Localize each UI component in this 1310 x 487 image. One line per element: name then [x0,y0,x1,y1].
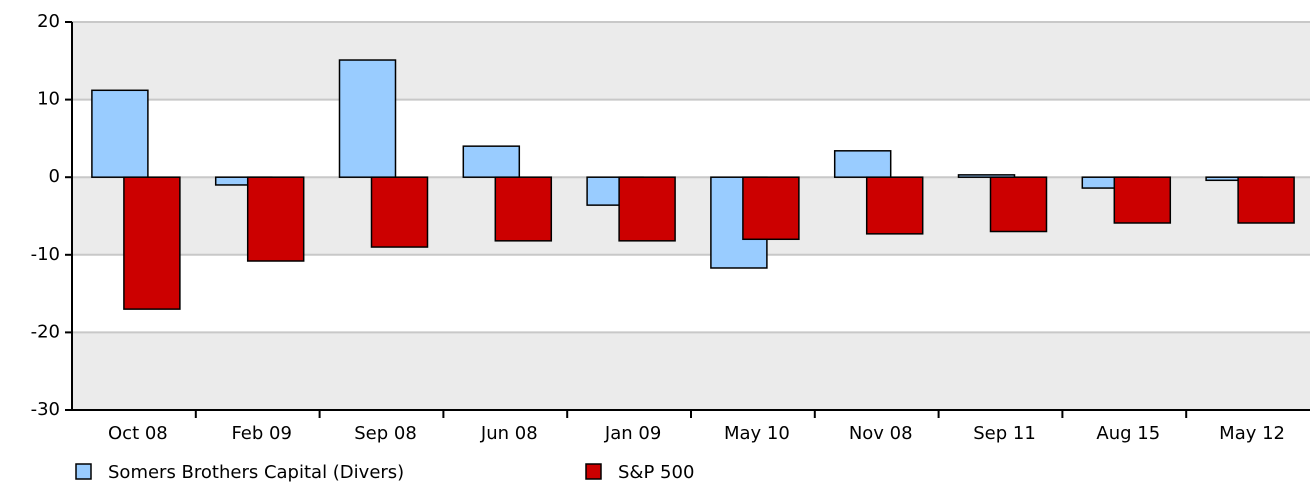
plot-band [72,22,1310,100]
bar [462,145,521,178]
legend-label: Somers Brothers Capital (Divers) [108,462,404,483]
plot-band [72,332,1310,410]
y-tick-label: 10 [37,89,60,110]
x-tick-label: May 12 [1219,423,1285,444]
legend-swatch [585,463,602,480]
bar [91,89,149,178]
bar [123,176,181,310]
x-tick-label: Feb 09 [231,423,292,444]
y-tick-label: -20 [31,321,60,342]
legend-label: S&P 500 [618,462,694,483]
bar [618,176,676,242]
x-tick-label: May 10 [724,423,790,444]
x-tick-label: Jan 09 [604,423,661,444]
bar [370,176,429,248]
bar [338,59,397,178]
plot-band [72,99,1310,178]
y-tick-label: -30 [31,399,60,420]
legend-swatch [75,463,92,480]
bar [833,150,892,178]
x-tick-label: Aug 15 [1096,423,1160,444]
x-tick-label: Oct 08 [108,423,168,444]
bar [1113,176,1172,224]
x-tick-label: Jun 08 [480,423,538,444]
bar [742,176,800,241]
bar [246,176,305,262]
y-tick-label: 20 [37,11,60,32]
bar [957,174,1016,178]
bar [865,176,924,235]
bar [1237,176,1295,224]
y-tick-label: 0 [49,166,60,187]
x-tick-label: Sep 11 [973,423,1036,444]
bar [989,176,1048,233]
y-tick-label: -10 [31,244,60,265]
x-tick-label: Nov 08 [849,423,913,444]
bar [494,176,553,242]
x-tick-label: Sep 08 [354,423,417,444]
plot-band [72,254,1310,333]
